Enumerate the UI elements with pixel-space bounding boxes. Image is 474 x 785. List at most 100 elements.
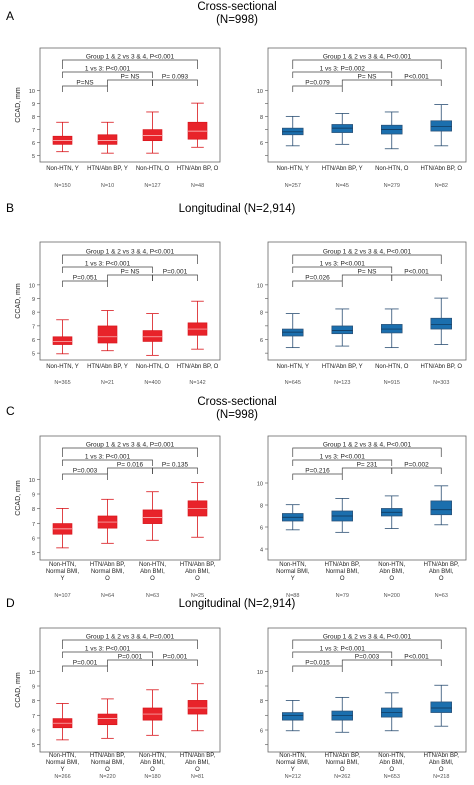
significance-bracket [62, 639, 198, 649]
y-tick-label: 6 [260, 729, 263, 735]
significance-label: Group 1 & 2 vs 3 & 4, P<0.001 [323, 442, 412, 449]
x-tick-label: Non-HTN, Normal BMI, Y [46, 753, 80, 773]
x-tick-label: Non-HTN, Y [276, 364, 309, 370]
significance-bracket [292, 639, 442, 649]
x-tick-label: Non-HTN, Normal BMI, Y [46, 562, 80, 582]
significance-label: P= NS [121, 269, 141, 276]
n-label: N=142 [189, 380, 205, 386]
box [97, 713, 118, 726]
significance-label: P=0.015 [305, 660, 330, 667]
y-tick-label: 8 [260, 504, 263, 510]
chart-panel-b-left: 5 6 7 8 9 10 CCAD, mm Non-HTN, Y N=365 HTN/Abn BP… [15, 241, 221, 386]
significance-label: Group 1 & 2 vs 3 & 4, P<0.001 [323, 249, 412, 256]
box [381, 324, 403, 334]
significance-bracket [152, 274, 198, 281]
n-label: N=88 [286, 593, 299, 599]
section-c-letter: C [6, 404, 15, 418]
chart-panel-b-right: 6 8 10 Non-HTN, Y N=645 HTN/Abn BP, Y N=123 Non… [257, 241, 467, 386]
n-label: N=82 [435, 183, 448, 189]
significance-bracket [341, 659, 393, 666]
y-tick-label: 6 [32, 729, 35, 735]
n-label: N=150 [54, 183, 70, 189]
y-tick-label: 10 [257, 89, 263, 95]
significance-label: P= 0.016 [117, 462, 144, 469]
x-tick-label: HTN/Abn BP, Abn BMI, O [180, 753, 216, 773]
x-tick-label: HTN/Abn BP, Y [87, 166, 128, 172]
plot-frame [267, 627, 467, 753]
chart-panel-d-right: 6 8 10 Non-HTN, Normal BMI, YN=212 HTN/Abn BP,… [257, 627, 467, 780]
box [331, 124, 353, 133]
significance-label: P<0.001 [404, 269, 429, 276]
n-label: N=63 [146, 593, 159, 599]
section-d-letter: D [6, 596, 15, 610]
plot-frame [39, 435, 221, 561]
section-b-title: Longitudinal (N=2,914) [179, 203, 296, 215]
n-label: N=45 [336, 183, 349, 189]
x-tick-label: HTN/Abn BP, Abn BMI, O [180, 562, 216, 582]
x-tick-label: HTN/Abn BP, Normal BMI, O [90, 753, 126, 773]
significance-label: P=0.001 [163, 654, 188, 661]
significance-label: P=NS [76, 80, 94, 87]
significance-label: 1 vs 3: P<0.001 [85, 454, 131, 461]
chart-panel-d-left: 5 6 7 8 9 10 CCAD, mm Non-HTN, Normal BMI, YN=266… [15, 627, 221, 780]
y-tick-label: 10 [257, 670, 263, 676]
plots-layer: 5 6 7 8 9 10 CCAD, mm Non-HTN, Y N=150 HTN/Abn BP… [15, 47, 467, 780]
y-tick-label: 7 [32, 324, 35, 330]
box [282, 328, 304, 337]
y-tick-label: 8 [260, 311, 263, 317]
n-label: N=123 [334, 380, 350, 386]
box [52, 135, 73, 145]
significance-label: P=0.079 [305, 80, 330, 87]
box [142, 509, 163, 524]
x-tick-label: HTN/Abn BP, Abn BMI, O [424, 753, 460, 773]
x-tick-label: Non-HTN, O [136, 364, 170, 370]
y-tick-label: 8 [32, 115, 35, 121]
x-tick-label: Non-HTN, Abn BMI, O [139, 753, 166, 773]
n-label: N=303 [433, 380, 449, 386]
n-label: N=25 [191, 593, 204, 599]
x-tick-label: HTN/Abn BP, Y [87, 364, 128, 370]
y-tick-label: 10 [29, 283, 35, 289]
n-label: N=180 [144, 774, 160, 780]
section-d-title: Longitudinal (N=2,914) [179, 598, 296, 610]
section-c-n: (N=998) [216, 409, 258, 421]
y-tick-label: 6 [260, 338, 263, 344]
significance-bracket [152, 659, 198, 666]
significance-label: Group 1 & 2 vs 3 & 4, P<0.001 [323, 54, 412, 61]
y-tick-label: 10 [29, 89, 35, 95]
n-label: N=400 [144, 380, 160, 386]
n-label: N=262 [334, 774, 350, 780]
y-tick-label: 6 [260, 526, 263, 532]
y-tick-label: 5 [32, 551, 35, 557]
box [282, 127, 304, 136]
significance-label: P=0.001 [73, 660, 98, 667]
chart-panel-c-right: 4 6 8 10 Non-HTN, Normal BMI, Y N=88 HTN/Abn BP,… [257, 435, 467, 599]
significance-bracket [292, 473, 343, 480]
n-label: N=64 [101, 593, 114, 599]
significance-label: P=0.216 [305, 468, 330, 475]
section-c-title: Cross-sectional [197, 396, 276, 408]
y-tick-label: 7 [32, 128, 35, 134]
plot-frame [267, 435, 467, 561]
n-label: N=10 [101, 183, 114, 189]
box [430, 701, 452, 713]
significance-bracket [107, 79, 153, 86]
significance-label: P=0.002 [404, 462, 429, 469]
significance-label: 1 vs 3: P<0.001 [85, 646, 131, 653]
box [282, 712, 304, 721]
y-tick-label: 7 [32, 714, 35, 720]
box [187, 121, 208, 140]
n-label: N=257 [285, 183, 301, 189]
plot-frame [39, 241, 221, 361]
significance-bracket [62, 651, 153, 658]
y-axis-label: CCAD, mm [15, 283, 22, 319]
significance-bracket [391, 274, 442, 281]
y-tick-label: 9 [32, 297, 35, 303]
n-label: N=212 [285, 774, 301, 780]
x-tick-label: Non-HTN, Y [276, 166, 309, 172]
y-tick-label: 7 [32, 522, 35, 528]
x-tick-label: Non-HTN, Abn BMI, O [378, 753, 405, 773]
x-tick-label: HTN/Abn BP, Y [322, 364, 363, 370]
y-tick-label: 10 [29, 478, 35, 484]
